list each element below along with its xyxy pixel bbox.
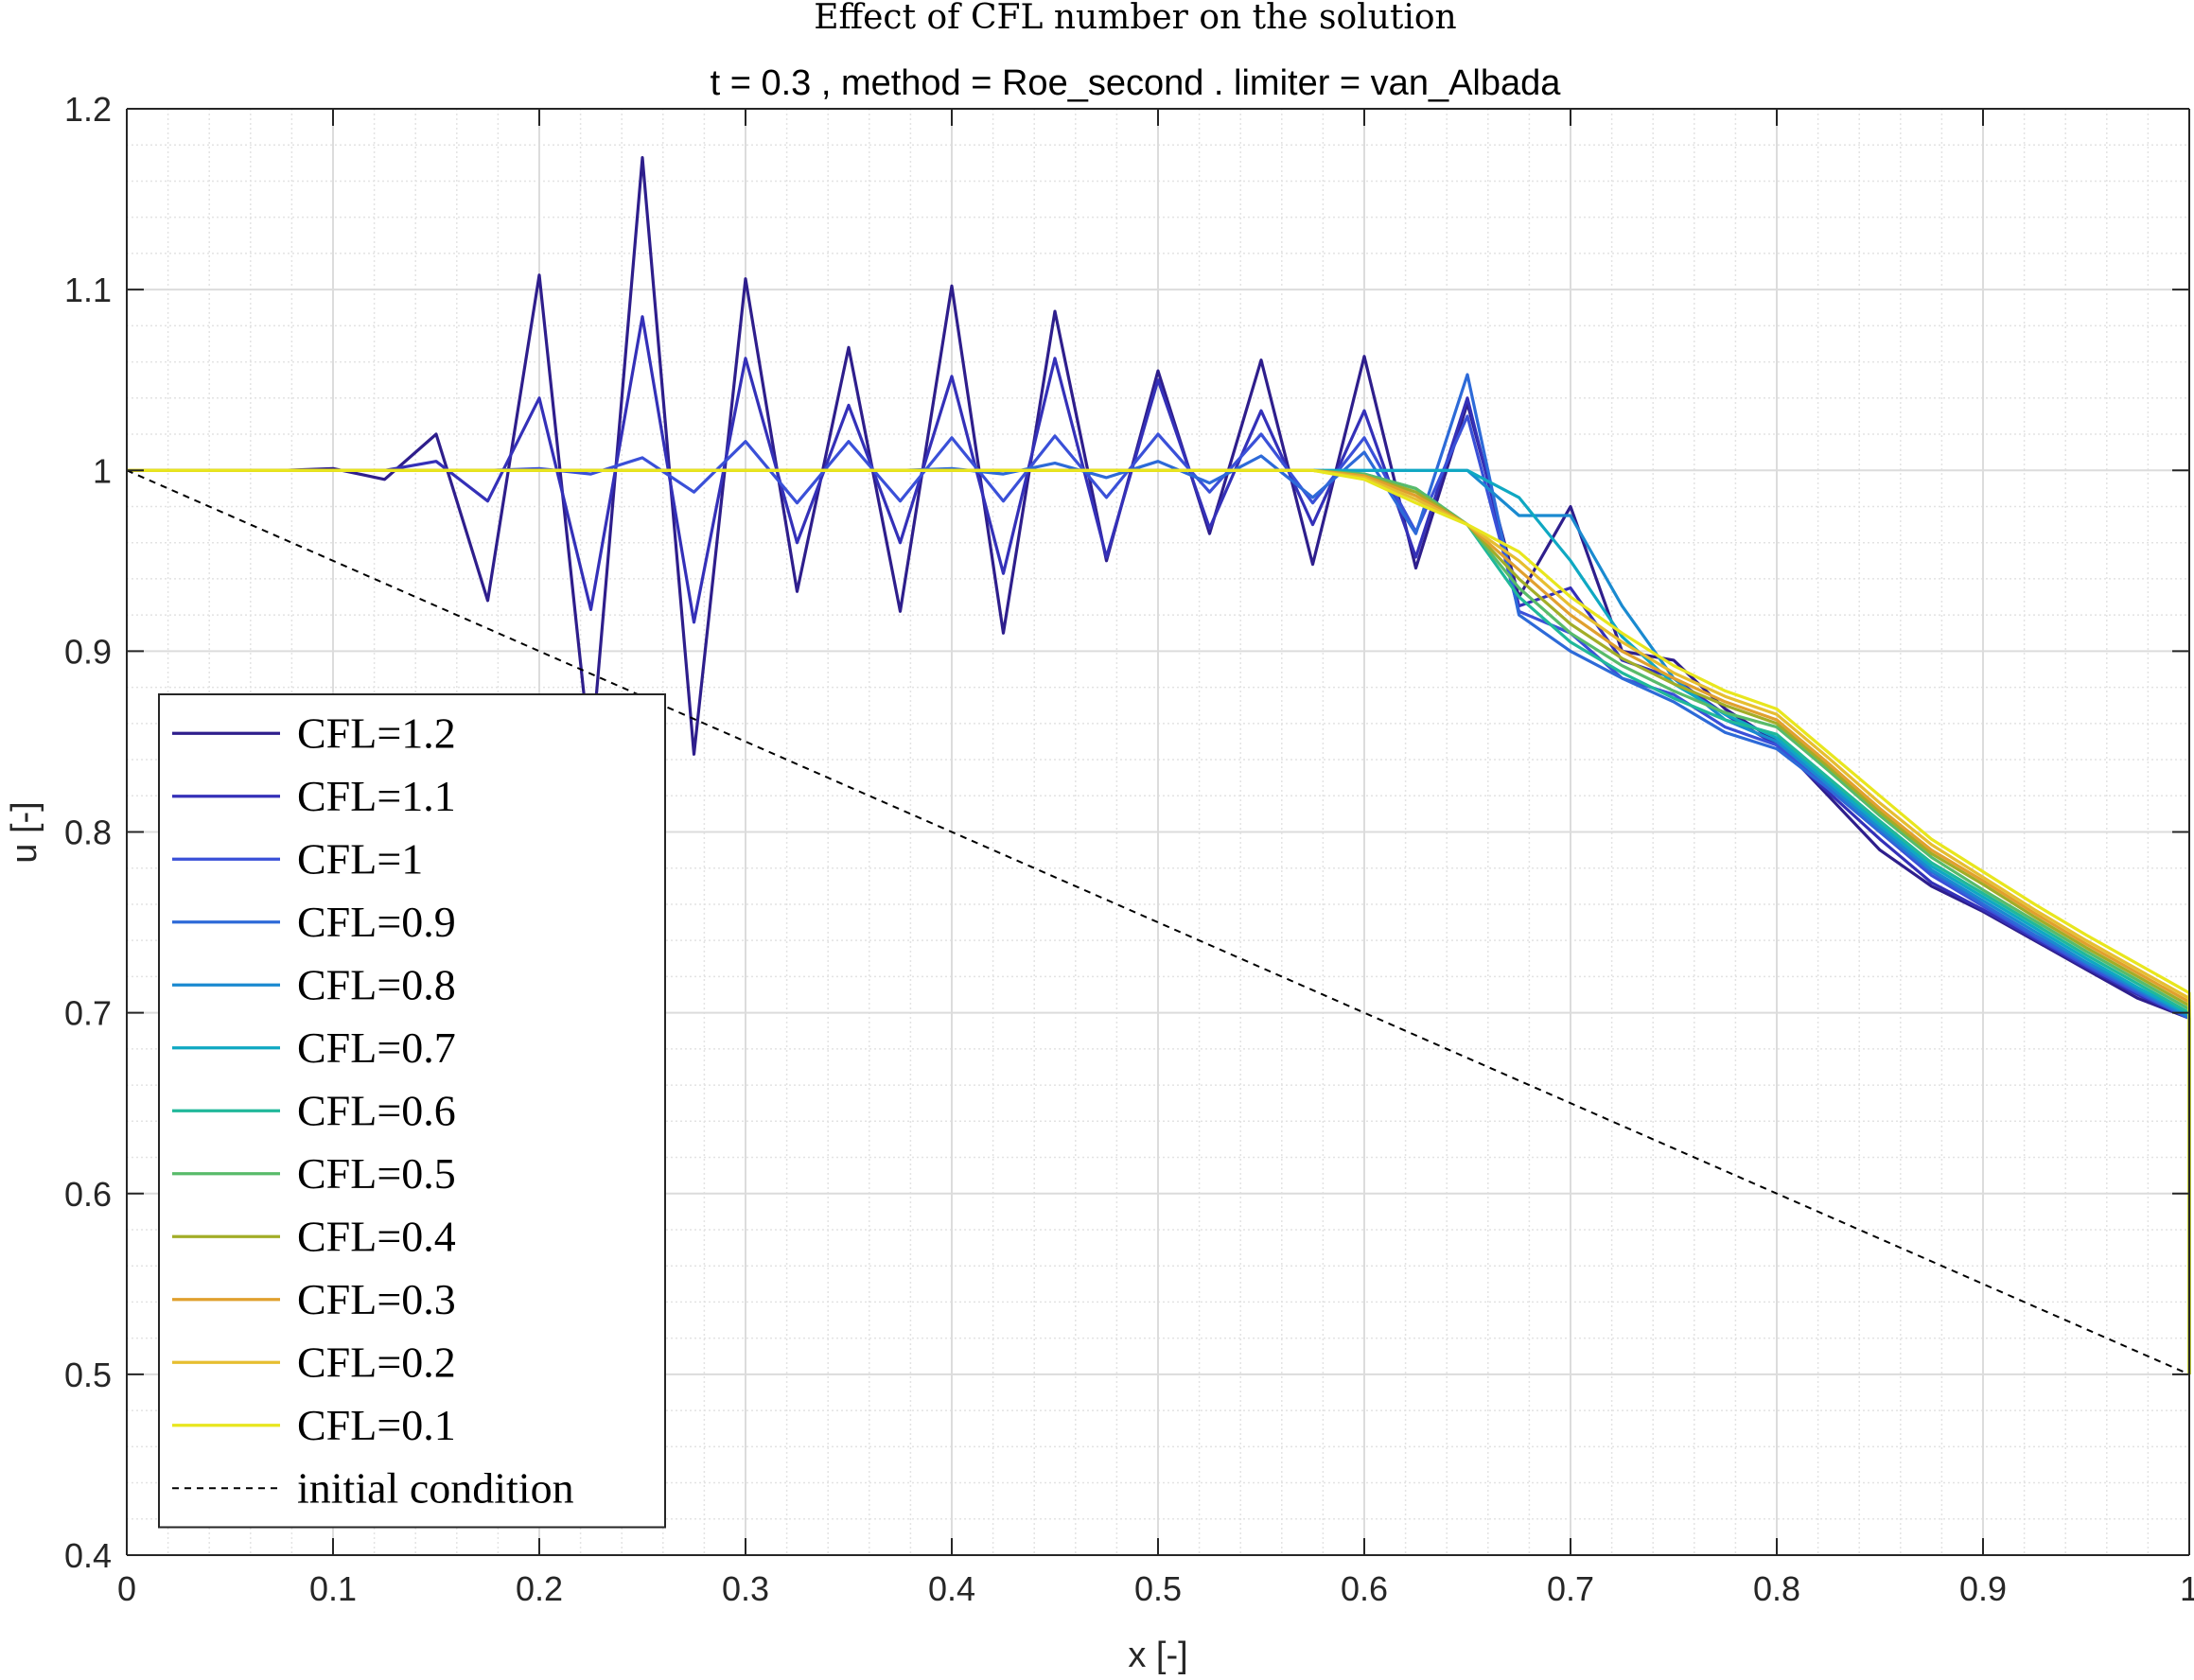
legend-label: CFL=0.9 [297, 898, 456, 946]
chart-subtitle: t = 0.3 , method = Roe_second . limiter … [711, 63, 1562, 103]
legend-label: CFL=1.1 [297, 772, 456, 820]
y-tick-label: 0.4 [64, 1536, 112, 1575]
x-tick-label: 0.7 [1547, 1569, 1594, 1608]
x-tick-label: 0 [117, 1569, 136, 1608]
x-tick-label: 0.3 [722, 1569, 769, 1608]
chart-title: Effect of CFL number on the solution [814, 0, 1456, 37]
legend-label: CFL=0.8 [297, 960, 456, 1008]
x-tick-label: 0.6 [1341, 1569, 1388, 1608]
initial-condition-line [126, 469, 2190, 1375]
legend-label: CFL=0.4 [297, 1212, 456, 1260]
x-tick-label: 0.5 [1134, 1569, 1182, 1608]
y-tick-label: 1 [93, 451, 112, 490]
series-layer [127, 156, 2191, 1374]
legend-label: CFL=0.5 [297, 1149, 456, 1198]
series-line [127, 468, 2191, 1374]
legend-label: CFL=0.3 [297, 1275, 456, 1323]
legend-label: CFL=1.2 [297, 709, 456, 757]
legend: CFL=1.2 CFL=1.1 CFL=1 CFL=0.9 CFL=0.8 CFL=0.7… [158, 693, 666, 1529]
y-tick-label: 0.8 [64, 814, 112, 852]
series-line [127, 315, 2191, 1374]
y-tick-label: 1.2 [64, 90, 112, 129]
x-tick-label: 0.4 [928, 1569, 975, 1608]
legend-label: CFL=1 [297, 834, 423, 883]
legend-label: CFL=0.2 [297, 1338, 456, 1386]
y-tick-label: 0.6 [64, 1175, 112, 1214]
legend-label: CFL=0.7 [297, 1024, 456, 1072]
x-tick-label: 0.2 [516, 1569, 563, 1608]
x-tick-label: 0.8 [1753, 1569, 1800, 1608]
reference-layer [126, 469, 2190, 1375]
x-tick-label: 0.9 [1959, 1569, 2007, 1608]
y-tick-label: 0.5 [64, 1356, 112, 1394]
y-axis-label: u [-] [5, 801, 44, 863]
legend-label: CFL=0.1 [297, 1401, 456, 1449]
legend-label: initial condition [297, 1463, 574, 1512]
x-axis-label: x [-] [1128, 1636, 1187, 1675]
y-tick-label: 1.1 [64, 271, 112, 309]
x-tick-label: 0.1 [309, 1569, 357, 1608]
y-tick-label: 0.7 [64, 994, 112, 1033]
x-tick-label: 1 [2180, 1569, 2194, 1608]
y-tick-label: 0.9 [64, 632, 112, 671]
legend-label: CFL=0.6 [297, 1086, 456, 1134]
axes: 0 0.1 0.2 0.3 0.4 0.5 0.6 0.7 0.8 0.9 1 0.4 0.5 0.6 0.… [64, 90, 2194, 1608]
